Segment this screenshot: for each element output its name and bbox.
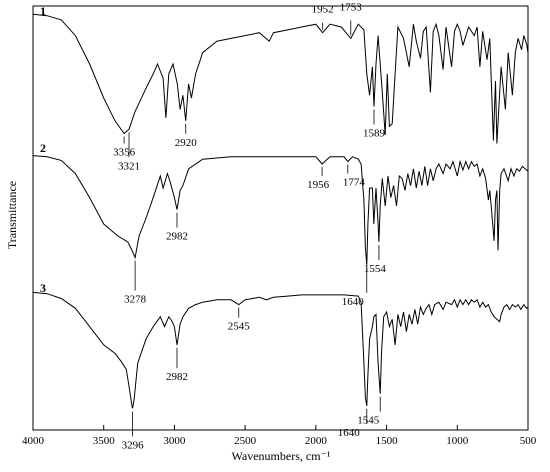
x-axis-layer: 4000 3500 3000 2500 2000 1500 1000 500 [22,425,537,447]
peak-label-1-3356: 3356 [113,147,136,159]
x-tick-label-4000: 4000 [22,435,45,447]
peak-label-1-2920: 2920 [175,137,198,149]
spectrum-line-3 [32,291,529,409]
x-tick-label-1500: 1500 [376,435,399,447]
peak-label-2-1640: 1640 [342,296,365,308]
peak-label-2-1774: 1774 [343,177,366,189]
peak-label-1-1753: 1753 [340,1,363,13]
plot-frame-layer [32,5,529,431]
peak-label-3-1640: 1640 [338,427,361,439]
spectrum-label-2: 2 [40,141,46,155]
x-tick-label-500: 500 [520,435,537,447]
spectrum-label-3: 3 [40,281,46,295]
peak-label-1-1589: 1589 [363,128,386,140]
peak-label-3-2545: 2545 [228,321,251,333]
x-tick-label-3500: 3500 [93,435,116,447]
spectrum-label-1: 1 [40,4,46,18]
peak-label-2-3278: 3278 [124,294,147,306]
peak-label-2-2982: 2982 [166,231,188,243]
x-tick-label-1000: 1000 [446,435,469,447]
x-tick-label-2500: 2500 [234,435,257,447]
y-axis-title: Transmittance [5,181,19,249]
peak-label-1-3321: 3321 [118,160,140,172]
x-tick-label-2000: 2000 [305,435,328,447]
spectrum-line-2 [32,155,529,265]
x-tick-label-3000: 3000 [163,435,186,447]
peak-label-2-1956: 1956 [307,179,330,191]
plot-frame [32,5,529,431]
peak-label-3-3296: 3296 [122,439,145,451]
spectrum-line-1 [32,13,529,144]
peak-label-3-1545: 1545 [357,415,380,427]
peak-label-1-1952: 1952 [312,4,334,16]
peak-label-3-2982: 2982 [166,371,188,383]
x-axis-title: Wavenumbers, cm⁻¹ [232,449,331,463]
peak-label-2-1554: 1554 [364,263,387,275]
spectra-layer: 1 2 3 [32,4,529,409]
